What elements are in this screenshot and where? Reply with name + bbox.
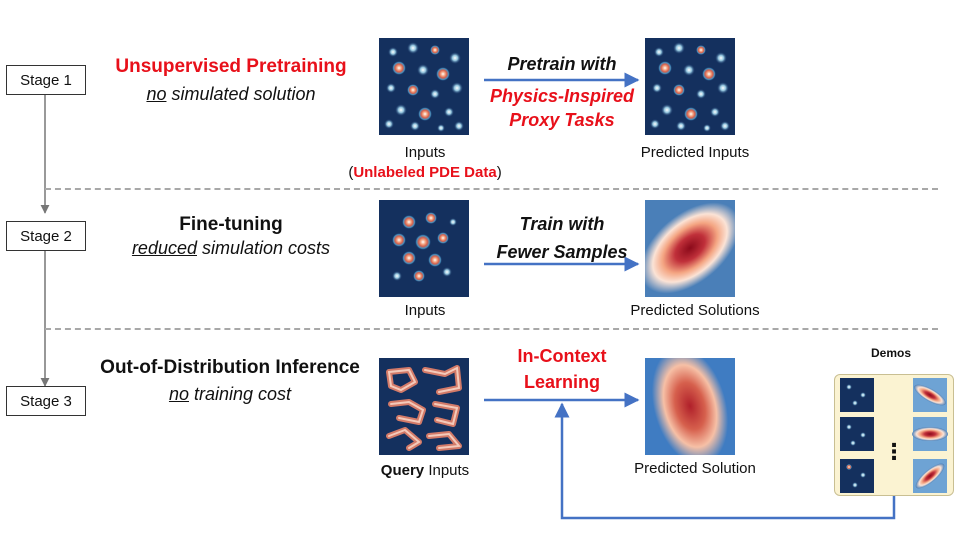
demos-grid	[840, 378, 948, 493]
stage3-output-label: Predicted Solution	[634, 460, 756, 477]
stage-3-box: Stage 3	[6, 386, 86, 416]
stage1-input-label: Inputs	[404, 144, 446, 161]
stage2-title: Fine-tuning	[179, 214, 283, 235]
demos-panel: ⋮	[834, 374, 954, 496]
query-input-label: Query Inputs	[380, 462, 470, 479]
stage3-arrow-line2: Learning	[523, 372, 600, 392]
stage3-arrow-line1: In-Context	[517, 346, 607, 366]
stage-1-box: Stage 1	[6, 65, 86, 95]
stage1-output-label: Predicted Inputs	[640, 144, 750, 161]
stage2-arrow-line1: Train with	[519, 214, 605, 234]
stage-2-box: Stage 2	[6, 221, 86, 251]
stage2-arrow-line2: Fewer Samples	[496, 242, 628, 262]
demos-title: Demos	[870, 346, 911, 360]
stage3-output-image	[645, 358, 735, 455]
stage1-output-image	[645, 38, 735, 135]
stage1-subtitle: no simulated solution	[146, 84, 316, 104]
stage2-output-image	[645, 200, 735, 297]
stage1-arrow-line3: Proxy Tasks	[509, 110, 615, 130]
stage-3-label: Stage 3	[20, 392, 72, 410]
stage2-input-image	[379, 200, 469, 297]
stage2-input-label: Inputs	[404, 302, 446, 319]
stage2-subtitle: reduced simulation costs	[131, 238, 331, 258]
stage1-title: Unsupervised Pretraining	[115, 56, 347, 77]
query-input-image	[379, 358, 469, 455]
demos-feedback-arrow	[554, 402, 896, 520]
stage-2-label: Stage 2	[20, 227, 72, 245]
stage-divider	[45, 188, 938, 190]
unlabeled-data-label: (Unlabeled PDE Data)	[348, 164, 502, 181]
demos-ellipsis: ⋮	[883, 439, 905, 464]
stage2-output-label: Predicted Solutions	[630, 302, 760, 319]
stage-1-label: Stage 1	[20, 71, 72, 89]
stage3-title: Out-of-Distribution Inference	[100, 357, 360, 378]
stage1-arrow-line2: Physics-Inspired	[489, 86, 635, 106]
stage1-arrow-line1: Pretrain with	[507, 54, 617, 74]
stage3-subtitle: no training cost	[168, 384, 292, 404]
stage-divider	[45, 328, 938, 330]
stage1-input-image	[379, 38, 469, 135]
